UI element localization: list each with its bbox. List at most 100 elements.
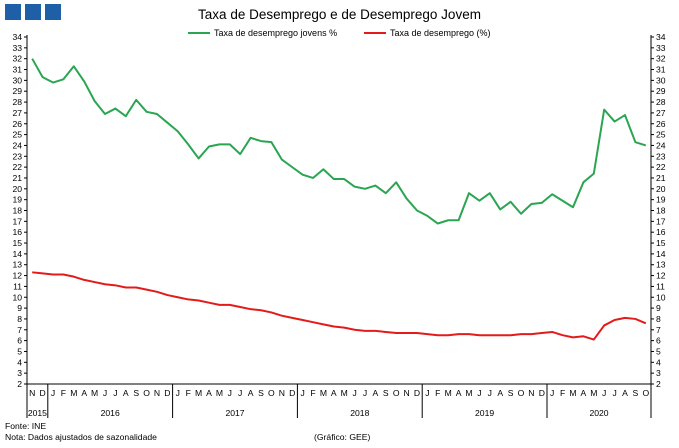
- y-tick-label-right: 32: [656, 54, 666, 64]
- footer-source: Fonte: INE: [5, 421, 47, 431]
- y-tick-label-left: 8: [17, 314, 22, 324]
- footer-credit: (Gráfico: GEE): [314, 432, 371, 442]
- x-tick-label-year: 2018: [350, 408, 369, 418]
- y-tick-label-right: 13: [656, 260, 666, 270]
- y-tick-label-right: 16: [656, 227, 666, 237]
- y-tick-label-left: 4: [17, 357, 22, 367]
- x-tick-label-month: N: [29, 388, 35, 398]
- x-tick-label-month: A: [123, 388, 129, 398]
- y-tick-label-left: 17: [12, 216, 22, 226]
- y-tick-label-right: 9: [656, 303, 661, 313]
- x-tick-label-month: M: [91, 388, 98, 398]
- x-tick-label-month: A: [581, 388, 587, 398]
- chart-title: Taxa de Desemprego e de Desemprego Jovem: [198, 7, 481, 22]
- y-tick-label-left: 10: [12, 292, 22, 302]
- legend-label-total: Taxa de desemprego (%): [390, 28, 491, 38]
- x-tick-label-month: J: [477, 388, 481, 398]
- y-tick-label-right: 33: [656, 43, 666, 53]
- y-tick-label-right: 34: [656, 32, 666, 42]
- x-tick-label-month: D: [539, 388, 545, 398]
- x-tick-label-month: A: [373, 388, 379, 398]
- x-tick-label-year: 2017: [225, 408, 244, 418]
- y-tick-label-left: 7: [17, 325, 22, 335]
- x-tick-label-month: J: [352, 388, 356, 398]
- y-tick-label-left: 30: [12, 75, 22, 85]
- legend-item-youth: Taxa de desemprego jovens %: [188, 28, 337, 38]
- y-tick-label-right: 23: [656, 151, 666, 161]
- x-tick-label-month: J: [113, 388, 117, 398]
- x-tick-label-month: A: [81, 388, 87, 398]
- x-tick-label-month: O: [518, 388, 525, 398]
- y-tick-label-right: 17: [656, 216, 666, 226]
- x-tick-label-month: M: [445, 388, 452, 398]
- y-tick-label-left: 5: [17, 346, 22, 356]
- x-tick-label-month: S: [258, 388, 264, 398]
- y-tick-label-right: 19: [656, 195, 666, 205]
- x-tick-label-month: M: [341, 388, 348, 398]
- x-tick-label-month: S: [383, 388, 389, 398]
- x-tick-label-year: 2019: [475, 408, 494, 418]
- legend-item-total: Taxa de desemprego (%): [364, 28, 491, 38]
- x-tick-label-month: A: [248, 388, 254, 398]
- y-tick-label-left: 15: [12, 238, 22, 248]
- x-tick-label-month: J: [602, 388, 606, 398]
- x-tick-label-month: J: [425, 388, 429, 398]
- x-tick-label-month: D: [289, 388, 295, 398]
- y-tick-label-right: 12: [656, 271, 666, 281]
- x-tick-label-month: A: [622, 388, 628, 398]
- y-tick-label-right: 15: [656, 238, 666, 248]
- x-tick-label-month: M: [320, 388, 327, 398]
- y-tick-label-left: 28: [12, 97, 22, 107]
- x-tick-label-month: M: [195, 388, 202, 398]
- x-tick-label-month: O: [642, 388, 649, 398]
- x-tick-label-month: D: [414, 388, 420, 398]
- x-tick-label-year: 2016: [101, 408, 120, 418]
- logo-square-1: [5, 4, 21, 20]
- y-tick-label-right: 5: [656, 346, 661, 356]
- y-tick-label-left: 21: [12, 173, 22, 183]
- y-tick-label-right: 8: [656, 314, 661, 324]
- x-tick-label-month: M: [465, 388, 472, 398]
- x-tick-label-month: F: [560, 388, 565, 398]
- y-tick-label-right: 2: [656, 379, 661, 389]
- y-tick-label-left: 14: [12, 249, 22, 259]
- x-tick-label-month: F: [61, 388, 66, 398]
- y-tick-label-left: 18: [12, 206, 22, 216]
- y-tick-label-left: 12: [12, 271, 22, 281]
- logo-square-2: [25, 4, 41, 20]
- x-tick-label-month: S: [133, 388, 139, 398]
- y-tick-label-right: 27: [656, 108, 666, 118]
- x-tick-label-month: M: [70, 388, 77, 398]
- y-tick-label-left: 24: [12, 140, 22, 150]
- series-line-youth-unemployment: [31, 58, 647, 225]
- y-tick-label-left: 23: [12, 151, 22, 161]
- y-tick-label-left: 6: [17, 336, 22, 346]
- y-tick-label-left: 3: [17, 368, 22, 378]
- x-tick-label-month: A: [497, 388, 503, 398]
- y-tick-label-right: 4: [656, 357, 661, 367]
- y-tick-label-right: 3: [656, 368, 661, 378]
- x-tick-label-month: A: [206, 388, 212, 398]
- y-tick-label-right: 11: [656, 281, 665, 291]
- x-tick-label-month: J: [228, 388, 232, 398]
- y-tick-label-right: 25: [656, 130, 666, 140]
- y-tick-label-left: 2: [17, 379, 22, 389]
- x-tick-label-month: J: [363, 388, 367, 398]
- y-tick-label-right: 31: [656, 65, 666, 75]
- x-tick-label-month: A: [331, 388, 337, 398]
- x-tick-label-month: J: [550, 388, 554, 398]
- y-tick-label-right: 24: [656, 140, 666, 150]
- x-tick-label-month: O: [393, 388, 400, 398]
- x-tick-label-month: N: [528, 388, 534, 398]
- x-tick-label-month: J: [103, 388, 107, 398]
- x-tick-label-month: F: [310, 388, 315, 398]
- y-tick-label-right: 6: [656, 336, 661, 346]
- y-tick-label-left: 26: [12, 119, 22, 129]
- y-tick-label-left: 11: [13, 281, 22, 291]
- x-tick-label-month: J: [238, 388, 242, 398]
- y-tick-label-left: 16: [12, 227, 22, 237]
- y-tick-label-right: 28: [656, 97, 666, 107]
- y-tick-label-right: 18: [656, 206, 666, 216]
- y-tick-label-right: 10: [656, 292, 666, 302]
- y-tick-label-right: 21: [656, 173, 666, 183]
